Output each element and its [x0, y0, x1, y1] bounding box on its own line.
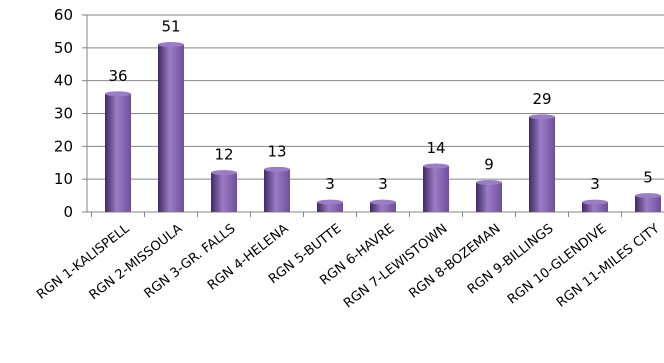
data-label: 14: [426, 139, 445, 157]
category-label: RGN 3-GR. FALLS: [142, 221, 239, 301]
y-tick-label: 50: [54, 39, 73, 57]
data-labels: 36 51 12 13 3 3 14 9 29 3 5: [108, 18, 652, 194]
category-label: RGN 10-GLENDIVE: [505, 221, 609, 307]
bar: [105, 93, 131, 212]
bar: [423, 166, 449, 212]
bar-top: [370, 199, 396, 205]
data-label: 36: [108, 67, 127, 85]
data-label: 3: [325, 175, 335, 193]
bar: [635, 195, 661, 212]
bar-top: [476, 179, 502, 185]
bar: [264, 169, 290, 212]
data-label: 51: [161, 18, 180, 36]
bar: [317, 202, 343, 212]
bar-top: [317, 199, 343, 205]
bar: [476, 182, 502, 212]
y-tick-label: 0: [63, 203, 73, 221]
y-tick-label: 40: [54, 72, 73, 90]
y-tick-labels: 0 10 20 30 40 50 60: [54, 6, 73, 221]
data-label: 29: [532, 90, 551, 108]
bar-top: [264, 166, 290, 172]
bar: [370, 202, 396, 212]
y-tick-label: 60: [54, 6, 73, 24]
data-label: 5: [643, 169, 653, 187]
category-label: RGN 1-KALISPELL: [34, 221, 133, 303]
bar-top: [423, 163, 449, 169]
data-label: 3: [590, 175, 600, 193]
y-tick-label: 30: [54, 105, 73, 123]
data-label: 12: [214, 146, 233, 164]
bar-top: [529, 114, 555, 120]
bar-top: [211, 170, 237, 176]
bar-top: [635, 193, 661, 199]
bar: [582, 202, 608, 212]
bars: [105, 42, 661, 212]
bar: [158, 44, 184, 212]
category-label: RGN 8-BOZEMAN: [406, 221, 503, 301]
bar: [211, 172, 237, 212]
bar-top: [582, 199, 608, 205]
category-label: RGN 11-MILES CITY: [554, 221, 662, 310]
y-tick-label: 20: [54, 137, 73, 155]
category-label: RGN 2-MISSOULA: [87, 221, 186, 303]
y-tick-label: 10: [54, 170, 73, 188]
bar-top: [158, 42, 184, 48]
data-label: 3: [378, 175, 388, 193]
data-label: 13: [267, 142, 286, 160]
category-label: RGN 7-LEWISTOWN: [341, 221, 450, 311]
bar: [529, 116, 555, 212]
bar-top: [105, 91, 131, 97]
data-label: 9: [484, 155, 494, 173]
